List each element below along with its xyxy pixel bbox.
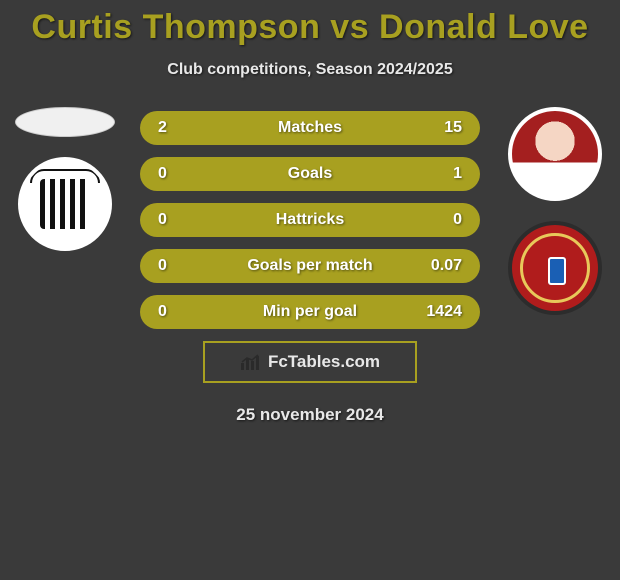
- club-left-badge: [18, 157, 112, 251]
- stat-bars: 2 Matches 15 0 Goals 1 0 Hattricks 0 0 G…: [140, 107, 480, 329]
- stat-label: Goals: [204, 165, 416, 183]
- stat-label: Goals per match: [204, 257, 416, 275]
- chart-icon: [240, 353, 262, 371]
- stat-right-value: 1424: [416, 303, 462, 321]
- stat-bar-hattricks: 0 Hattricks 0: [140, 203, 480, 237]
- page-subtitle: Club competitions, Season 2024/2025: [0, 61, 620, 79]
- stat-left-value: 0: [158, 211, 204, 229]
- stat-label: Matches: [204, 119, 416, 137]
- right-column: [500, 107, 610, 335]
- stat-right-value: 15: [416, 119, 462, 137]
- stat-left-value: 0: [158, 303, 204, 321]
- stat-right-value: 0: [416, 211, 462, 229]
- comparison-card: Curtis Thompson vs Donald Love Club comp…: [0, 0, 620, 580]
- stat-bar-goals-per-match: 0 Goals per match 0.07: [140, 249, 480, 283]
- player-left-photo-placeholder: [15, 107, 115, 137]
- stat-bar-goals: 0 Goals 1: [140, 157, 480, 191]
- stat-left-value: 2: [158, 119, 204, 137]
- club-right-badge: [508, 221, 602, 315]
- stat-left-value: 0: [158, 257, 204, 275]
- brand-box[interactable]: FcTables.com: [203, 341, 417, 383]
- date-label: 25 november 2024: [0, 405, 620, 425]
- page-title: Curtis Thompson vs Donald Love: [0, 0, 620, 47]
- stat-right-value: 0.07: [416, 257, 462, 275]
- stat-left-value: 0: [158, 165, 204, 183]
- brand-text: FcTables.com: [268, 352, 380, 372]
- player-right-photo: [508, 107, 602, 201]
- stat-bar-matches: 2 Matches 15: [140, 111, 480, 145]
- left-column: [10, 107, 120, 271]
- content-area: 2 Matches 15 0 Goals 1 0 Hattricks 0 0 G…: [0, 107, 620, 425]
- stat-right-value: 1: [416, 165, 462, 183]
- stat-bar-min-per-goal: 0 Min per goal 1424: [140, 295, 480, 329]
- stat-label: Hattricks: [204, 211, 416, 229]
- stat-label: Min per goal: [204, 303, 416, 321]
